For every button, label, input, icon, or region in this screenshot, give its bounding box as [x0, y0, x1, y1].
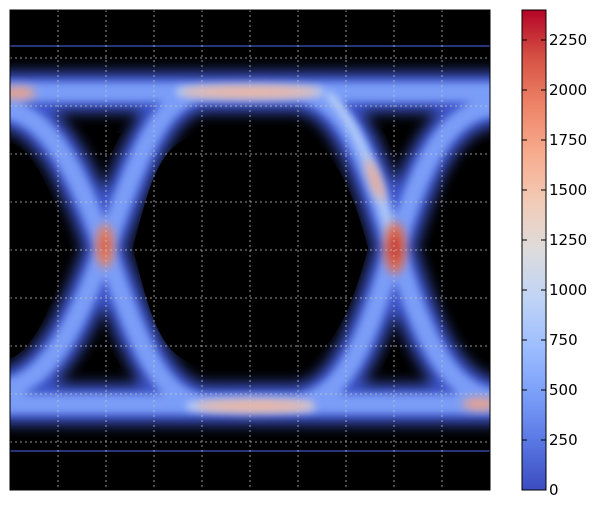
left-crossing-core [100, 236, 110, 256]
colorbar-tick-label: 1250 [549, 231, 587, 249]
colorbar: 0 250 500 750 1000 1250 1500 1750 2000 2250 [521, 9, 587, 499]
colorbar-ticks: 0 250 500 750 1000 1250 1500 1750 2000 2250 [522, 31, 587, 499]
colorbar-tick-label: 750 [549, 331, 578, 349]
gap-top-left [97, 133, 121, 157]
colorbar-tick-label: 250 [549, 431, 578, 449]
colorbar-tick-label: 2250 [549, 31, 587, 49]
colorbar-tick-label: 500 [549, 381, 578, 399]
grid-lines [10, 10, 490, 490]
fall-right-hot [366, 159, 384, 201]
crossing-gaps [97, 128, 406, 369]
colorbar-tick-label: 2000 [549, 81, 587, 99]
gap-bottom-left [97, 345, 121, 368]
density-hot-spots [10, 86, 490, 412]
colorbar-gradient [522, 10, 546, 490]
colorbar-tick-label: 1000 [549, 281, 587, 299]
colorbar-tick-label: 1750 [549, 131, 587, 149]
plot-frame [9, 9, 491, 491]
left-edge-hot [10, 87, 36, 99]
plot-area [10, 10, 490, 490]
colorbar-frame [521, 9, 547, 491]
right-crossing-core [389, 234, 401, 262]
bottom-rail-hot [195, 400, 315, 412]
eye-opening-left [10, 143, 68, 358]
colorbar-tick-label: 1500 [549, 181, 587, 199]
right-edge-hot [462, 398, 490, 410]
colorbar-tick-label: 0 [549, 481, 559, 499]
fall-right-core [326, 92, 399, 252]
eye-opening-right [432, 140, 490, 355]
